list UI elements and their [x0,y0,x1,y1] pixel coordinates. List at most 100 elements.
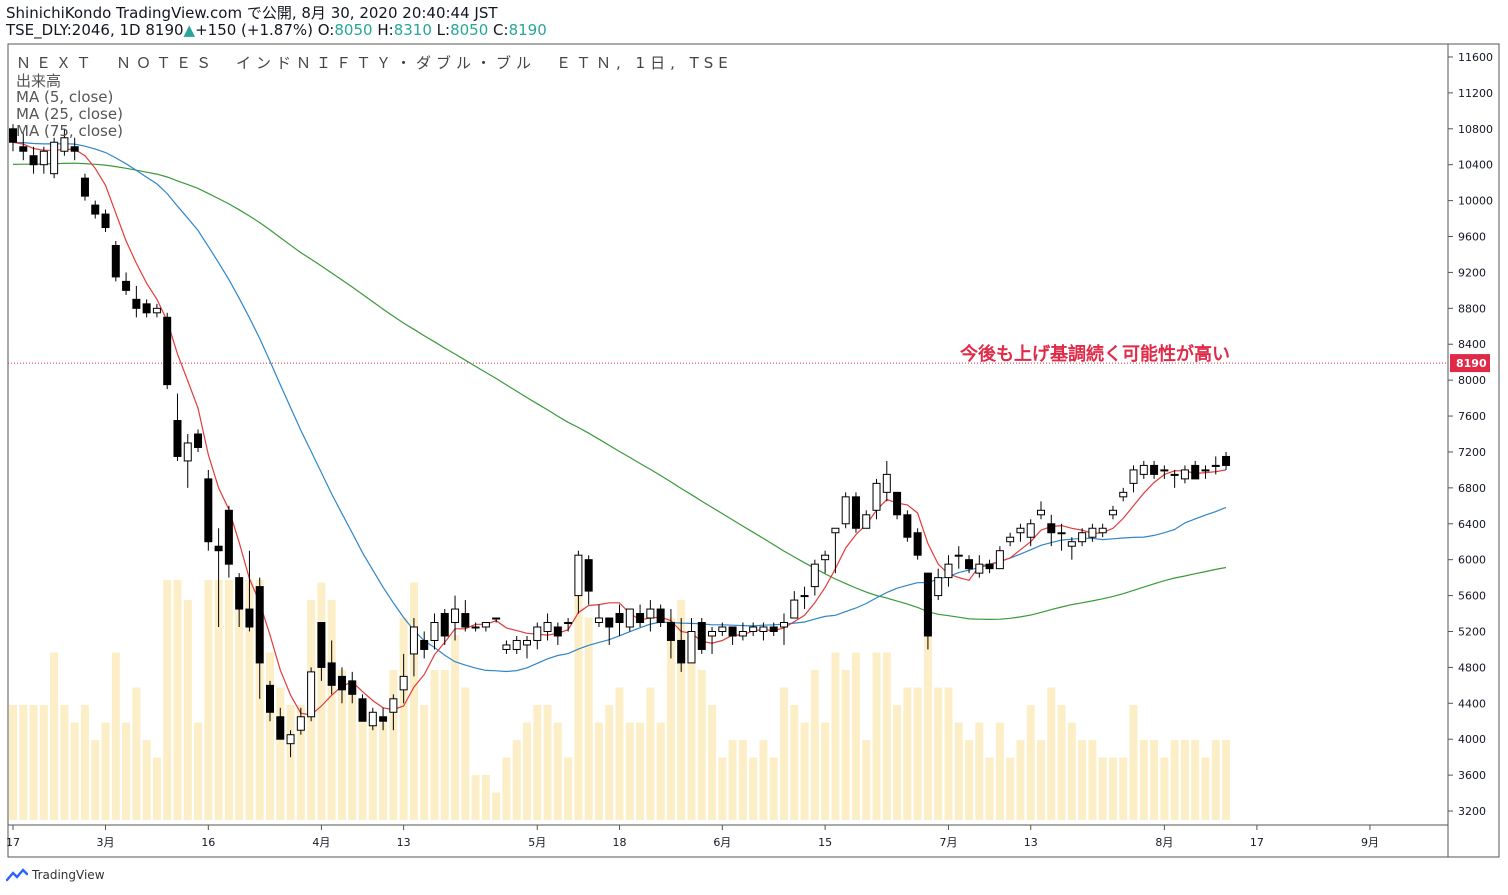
candle-body [934,577,943,597]
volume-bar [1222,740,1231,820]
candle-body [800,595,809,598]
candle-body [1160,469,1169,472]
x-tick-label: 17 [1250,836,1264,849]
candle-body [851,496,860,529]
candle-body [111,244,120,278]
volume-bar [800,722,809,820]
volume-bar [1078,740,1087,820]
y-tick-label: 5600 [1458,590,1486,603]
last-price-badge [1450,354,1490,373]
candle-body [1057,532,1066,535]
legend-ma75: MA (75, close) [16,122,123,140]
tradingview-branding[interactable]: TradingView [6,868,105,882]
candle-body [646,608,655,619]
candle-body [50,141,59,175]
candle-body [122,280,131,291]
publish-info: ShinichiKondo TradingView.com で公開, 8月 30… [6,4,498,22]
volume-bar [882,652,891,820]
candle-body [533,626,542,641]
volume-bar [173,580,182,820]
candle-body [605,617,614,628]
volume-bar [512,740,521,820]
volume-bar [224,580,233,820]
y-tick-label: 8800 [1458,302,1486,315]
candle-body [1006,536,1015,543]
candle-body [985,563,994,570]
volume-bar [1180,740,1189,820]
volume-bar [584,617,593,820]
volume-bar [1006,757,1015,820]
volume-bar [1088,740,1097,820]
volume-bar [132,687,141,820]
volume-bar [60,705,69,820]
candle-body [923,572,932,637]
volume-bar [594,722,603,820]
low-value: 8050 [450,21,489,39]
volume-bar [625,722,634,820]
candle-body [831,527,840,534]
candle-body [810,563,819,588]
volume-bar [831,652,840,820]
low-label: L: [436,21,451,39]
volume-bar [1067,722,1076,820]
candle-body [1098,527,1107,534]
volume-bar [954,722,963,820]
candle-body [502,644,511,650]
x-tick-label: 16 [201,836,215,849]
volume-bar [101,722,110,820]
candle-body [492,617,501,620]
volume-bar [523,722,531,820]
last-price-label: 8190 [1456,357,1487,370]
volume-bar [451,635,460,820]
x-tick-label: 5月 [528,836,546,849]
volume-bar [533,705,542,820]
volume-bar [29,705,38,820]
volume-bar [286,705,295,820]
volume-bar [1129,705,1138,820]
y-tick-label: 10400 [1458,159,1493,172]
volume-bar [152,757,161,820]
x-tick-label: 15 [818,836,832,849]
x-tick-label: 13 [1024,836,1038,849]
candle-body [1037,509,1045,516]
candle-body [615,613,624,624]
candle-body [1139,464,1148,475]
x-tick-label: 6月 [713,836,731,849]
candle-body [255,586,264,664]
volume-bar [348,687,357,820]
volume-bar [1057,705,1066,820]
volume-bar [245,580,254,820]
candle-body [1150,464,1159,475]
volume-bar [379,722,388,820]
legend-ma5: MA (5, close) [16,88,114,106]
volume-bar [327,600,336,820]
candle-body [523,639,531,646]
volume-bar [80,705,89,820]
candle-body [307,671,316,718]
candle-body [1026,523,1035,538]
volume-bar [1170,740,1179,820]
close-label: C: [493,21,509,39]
candle-body [430,622,439,641]
volume-bar [204,580,213,820]
y-tick-label: 7200 [1458,446,1486,459]
y-tick-label: 11200 [1458,87,1493,100]
volume-bar [266,652,274,820]
candle-body [286,734,295,745]
volume-bar [1191,740,1200,820]
candle-body [1067,541,1076,547]
x-tick-label: 13 [397,836,411,849]
y-tick-label: 9600 [1458,231,1486,244]
candle-body [1170,473,1179,476]
volume-bar [708,705,717,820]
candle-body [728,626,737,637]
volume-bar [574,580,583,820]
candle-body [1047,523,1056,534]
volume-bar [399,617,408,820]
y-tick-label: 6000 [1458,554,1486,567]
volume-bar [409,582,418,820]
candle-body [666,622,675,641]
high-label: H: [377,21,394,39]
volume-bar [872,652,881,820]
